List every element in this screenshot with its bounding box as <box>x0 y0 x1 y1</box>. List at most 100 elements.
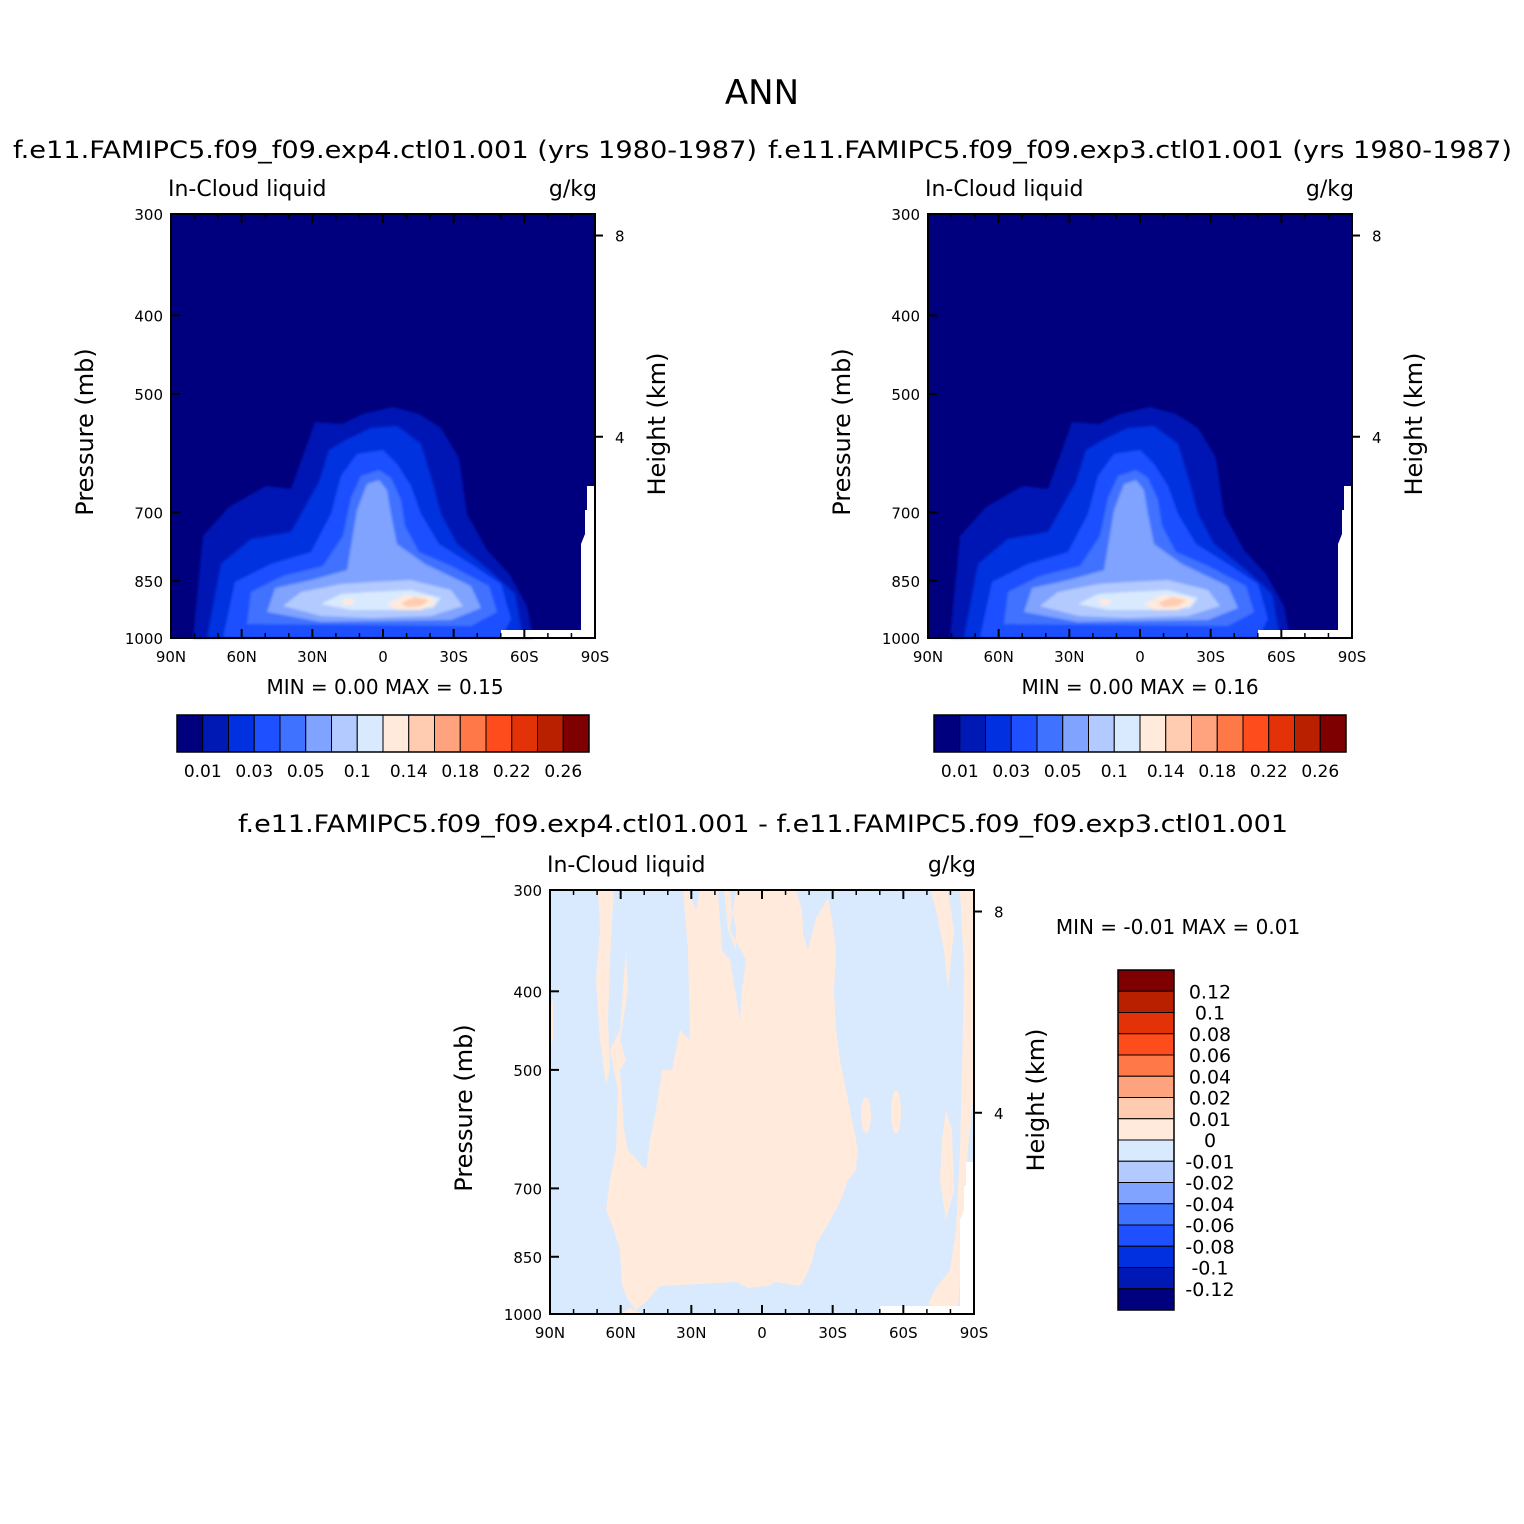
colorbar-label: -0.06 <box>1185 1215 1234 1237</box>
x-tick-label: 90N <box>156 648 186 666</box>
colorbar-box <box>1294 714 1321 753</box>
x-tick-label: 0 <box>1135 648 1145 666</box>
right-panel: In-Cloud liquid g/kg 90N 60N 30N 0 30S 60S 90S… <box>828 177 1428 782</box>
right-case-title: f.e11.FAMIPC5.f09_f09.exp3.ctl01.001 (yr… <box>768 136 1512 164</box>
colorbar-label: -0.1 <box>1191 1258 1228 1280</box>
y-tick-label: 500 <box>134 386 163 404</box>
contour-0.13 <box>401 597 429 607</box>
x-tick-label: 30N <box>297 648 327 666</box>
y-axis-title: Pressure (mb) <box>450 1024 478 1191</box>
colorbar-label: 0.14 <box>390 762 428 782</box>
colorbar-label: -0.04 <box>1185 1194 1234 1216</box>
colorbar-box <box>1268 714 1295 753</box>
colorbar-label: -0.02 <box>1185 1173 1234 1195</box>
y-tick-label: 300 <box>891 206 920 224</box>
colorbar-box <box>1117 1224 1175 1247</box>
difference-panel: In-Cloud liquid g/kg 90N 60N 30N 0 30S 60S 90S… <box>450 853 1300 1342</box>
missing-data-mask <box>1258 486 1352 638</box>
colorbar-label: 0.14 <box>1147 762 1185 782</box>
difference-units-label: g/kg <box>928 853 976 878</box>
colorbar-label: 0.18 <box>441 762 479 782</box>
colorbar-box <box>1117 1033 1175 1056</box>
colorbar-box <box>382 714 410 753</box>
colorbar-label: 0.02 <box>1189 1088 1231 1110</box>
colorbar-box <box>1062 714 1089 753</box>
colorbar-box <box>253 714 281 753</box>
figure-title: ANN <box>725 73 799 113</box>
y2-tick-label: 8 <box>994 904 1004 922</box>
y2-axis-title: Height (km) <box>1022 1029 1050 1172</box>
min-max-stats: MIN = -0.01 MAX = 0.01 <box>1056 915 1300 939</box>
left-units-label: g/kg <box>549 177 597 202</box>
y-axis-title: Pressure (mb) <box>71 348 99 515</box>
y2-tick-label: 4 <box>994 1105 1004 1123</box>
colorbar-box <box>1036 714 1064 753</box>
y-tick-label: 400 <box>891 307 920 325</box>
colorbar-label: 0.05 <box>1044 762 1082 782</box>
x-tick-label: 30N <box>1054 648 1084 666</box>
left-variable-label: In-Cloud liquid <box>168 177 326 202</box>
colorbar-box <box>1117 1182 1175 1205</box>
colorbar-label: 0.04 <box>1189 1066 1231 1088</box>
x-tick-label: 60S <box>889 1324 918 1342</box>
colorbar-label: 0.01 <box>1189 1109 1231 1131</box>
x-tick-label: 0 <box>757 1324 767 1342</box>
x-tick-label: 90S <box>581 648 610 666</box>
left-contour-field <box>193 407 533 638</box>
colorbar-box <box>1088 714 1115 753</box>
y-tick-label: 1000 <box>882 630 920 648</box>
x-tick-label: 60N <box>984 648 1014 666</box>
y-tick-label: 500 <box>891 386 920 404</box>
x-tick-label: 90N <box>535 1324 565 1342</box>
y-tick-label: 500 <box>513 1062 542 1080</box>
y-tick-label: 700 <box>891 504 920 522</box>
right-variable-label: In-Cloud liquid <box>925 177 1083 202</box>
colorbar-label: -0.08 <box>1185 1236 1234 1258</box>
positive-region-main <box>606 890 858 1310</box>
x-tick-label: 60S <box>510 648 539 666</box>
y-tick-label: 300 <box>513 882 542 900</box>
colorbar-box <box>959 714 986 753</box>
x-tick-label: 60S <box>1267 648 1296 666</box>
colorbar-label: 0.26 <box>544 762 582 782</box>
colorbar-box <box>1117 1012 1175 1035</box>
left-panel: In-Cloud liquid g/kg 90N 60N 30N 0 30S 60S 90S… <box>71 177 671 782</box>
colorbar-box <box>1117 1139 1175 1162</box>
colorbar-box <box>1117 1267 1175 1290</box>
difference-variable-label: In-Cloud liquid <box>547 853 705 878</box>
colorbar-box <box>511 714 538 753</box>
y2-tick-label: 4 <box>1372 429 1382 447</box>
right-units-label: g/kg <box>1306 177 1354 202</box>
contour-0.11-left <box>342 599 354 605</box>
colorbar-label: 0.03 <box>235 762 273 782</box>
colorbar-box <box>331 714 358 753</box>
colorbar-box <box>1117 1075 1175 1098</box>
colorbar-frame <box>176 714 590 753</box>
x-tick-label: 30S <box>439 648 468 666</box>
colorbar-box <box>279 714 307 753</box>
colorbar-box <box>459 714 487 753</box>
left-case-title: f.e11.FAMIPC5.f09_f09.exp4.ctl01.001 (yr… <box>13 136 757 164</box>
colorbar-label: 0.1 <box>1101 762 1128 782</box>
difference-plot-area <box>550 890 974 1314</box>
y-tick-label: 850 <box>513 1249 542 1267</box>
colorbar-box <box>1117 969 1175 992</box>
colorbar-box <box>485 714 513 753</box>
colorbar-box <box>1117 1097 1175 1120</box>
x-tick-label: 30S <box>818 1324 847 1342</box>
colorbar-box <box>1117 1288 1175 1311</box>
x-tick-label: 90S <box>960 1324 989 1342</box>
colorbar-frame <box>933 714 1347 753</box>
y-tick-label: 850 <box>891 573 920 591</box>
colorbar-box <box>1113 714 1141 753</box>
colorbar-label: 0.18 <box>1198 762 1236 782</box>
contour-0.13 <box>1158 597 1186 607</box>
y-tick-label: 700 <box>513 1180 542 1198</box>
colorbar-label: 0.06 <box>1189 1045 1231 1067</box>
missing-data-mask <box>501 486 595 638</box>
y-tick-label: 300 <box>134 206 163 224</box>
colorbar-box <box>408 714 435 753</box>
colorbar-box <box>1117 1054 1175 1077</box>
contour-0.11-left <box>1099 599 1111 605</box>
